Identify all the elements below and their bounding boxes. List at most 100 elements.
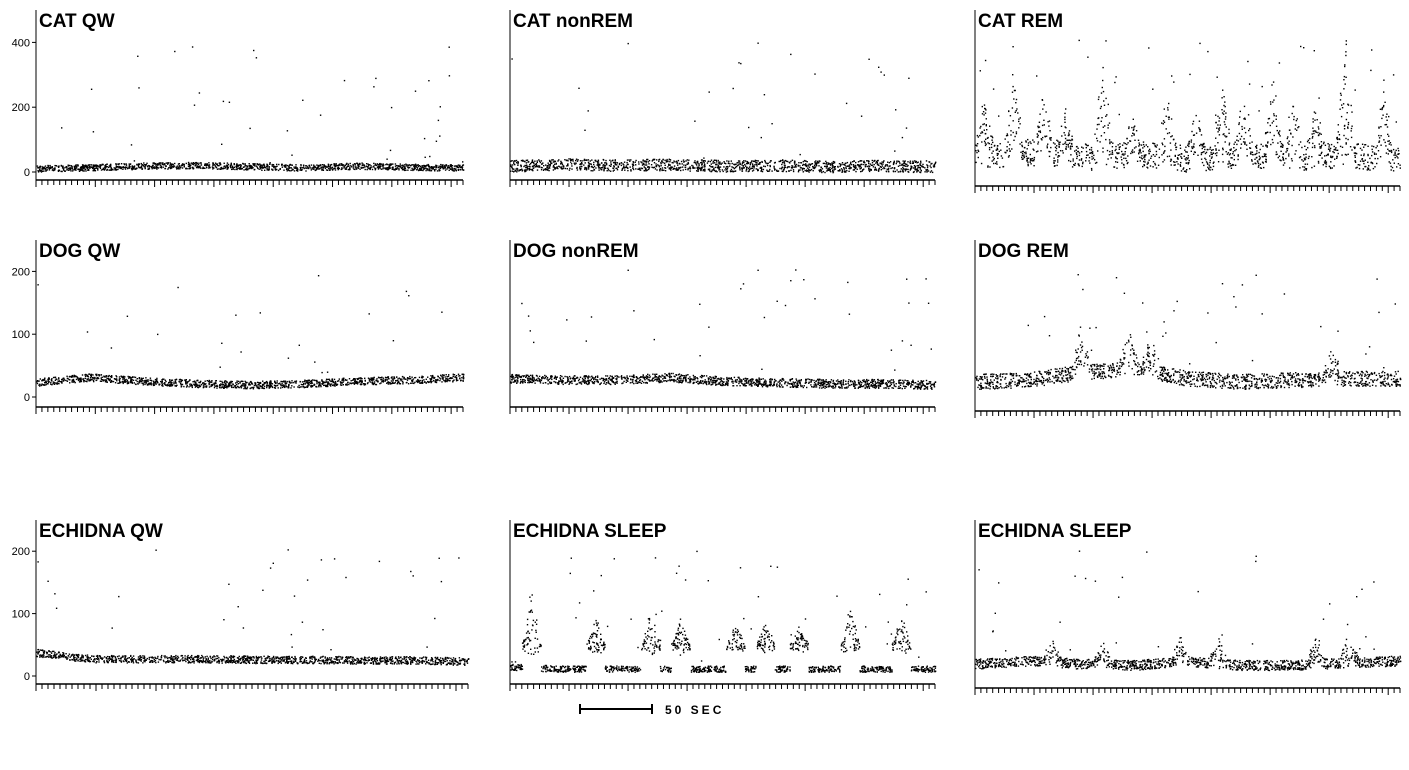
data-point xyxy=(632,161,634,163)
data-point xyxy=(1170,164,1172,166)
data-point xyxy=(336,164,339,167)
data-point xyxy=(1345,118,1348,121)
data-point xyxy=(1322,164,1324,166)
data-point xyxy=(320,167,322,169)
data-point xyxy=(1091,151,1094,153)
data-point xyxy=(627,163,629,166)
data-point xyxy=(117,168,119,171)
data-point xyxy=(771,123,773,125)
data-point xyxy=(1038,130,1040,133)
data-point xyxy=(1298,143,1300,146)
data-point xyxy=(919,166,921,169)
data-point xyxy=(751,165,754,168)
data-point xyxy=(1073,164,1075,166)
data-point xyxy=(850,167,852,169)
data-point xyxy=(1216,127,1218,129)
data-point xyxy=(110,169,113,171)
data-point xyxy=(1043,104,1045,106)
data-point xyxy=(1205,161,1208,163)
data-point xyxy=(183,163,185,166)
data-point xyxy=(370,165,372,167)
data-point xyxy=(823,162,826,165)
data-point xyxy=(1309,138,1311,140)
data-point xyxy=(89,164,91,166)
data-point xyxy=(103,379,106,381)
data-point xyxy=(171,166,174,168)
data-point xyxy=(1188,145,1190,148)
data-point xyxy=(1152,142,1154,144)
data-point xyxy=(1320,133,1322,135)
data-point xyxy=(587,165,590,168)
data-point xyxy=(108,169,110,171)
data-point xyxy=(453,165,456,167)
data-point xyxy=(1057,155,1060,157)
data-point xyxy=(43,170,45,172)
data-point xyxy=(581,165,583,168)
data-point xyxy=(1369,169,1371,171)
data-point xyxy=(1349,146,1352,148)
data-point xyxy=(324,384,326,386)
data-point xyxy=(1384,101,1386,103)
data-point xyxy=(743,167,745,169)
data-point xyxy=(206,167,208,169)
data-point xyxy=(1191,146,1193,148)
data-point xyxy=(1122,153,1124,155)
data-point xyxy=(1155,153,1158,156)
data-point xyxy=(393,382,395,384)
data-point xyxy=(1111,153,1114,155)
data-point xyxy=(1367,161,1369,163)
data-point xyxy=(1009,115,1012,117)
data-point xyxy=(558,165,560,167)
data-point xyxy=(1255,153,1257,155)
data-point xyxy=(859,168,861,170)
data-point xyxy=(108,166,110,169)
data-point xyxy=(85,165,87,167)
data-point xyxy=(433,168,436,171)
data-point xyxy=(843,167,845,169)
data-point xyxy=(536,161,538,164)
data-point xyxy=(916,165,918,167)
data-point xyxy=(163,163,166,165)
data-point xyxy=(802,163,805,166)
data-point xyxy=(157,163,159,165)
data-point xyxy=(1075,149,1077,151)
data-point xyxy=(250,387,252,389)
data-point xyxy=(1113,166,1115,168)
data-point xyxy=(623,164,625,166)
data-point xyxy=(821,168,824,170)
data-point xyxy=(610,161,612,163)
data-point xyxy=(461,169,463,171)
data-point xyxy=(1303,157,1306,160)
data-point xyxy=(138,87,140,89)
data-point xyxy=(327,382,329,384)
data-point xyxy=(581,160,583,162)
data-point xyxy=(1312,142,1314,145)
data-point xyxy=(1279,135,1281,137)
data-point xyxy=(376,163,379,165)
data-point xyxy=(904,168,906,170)
data-point xyxy=(814,73,816,75)
data-point xyxy=(302,99,304,101)
data-point xyxy=(588,164,590,167)
data-point xyxy=(235,164,238,166)
data-point xyxy=(1357,143,1359,145)
data-point xyxy=(751,163,754,165)
data-point xyxy=(926,164,928,166)
data-point xyxy=(128,167,130,169)
data-point xyxy=(776,170,778,172)
data-point xyxy=(279,168,281,170)
data-point xyxy=(1157,164,1160,166)
data-point xyxy=(1185,159,1187,161)
data-point xyxy=(1070,139,1072,142)
data-point xyxy=(591,159,593,161)
data-point xyxy=(430,166,433,168)
data-point xyxy=(1262,162,1264,164)
data-point xyxy=(741,167,744,170)
data-point xyxy=(144,165,147,167)
data-point xyxy=(1115,145,1117,148)
data-point xyxy=(676,169,678,171)
data-point xyxy=(334,167,336,169)
data-point xyxy=(344,168,347,170)
data-point xyxy=(214,165,216,167)
data-point xyxy=(669,159,671,161)
